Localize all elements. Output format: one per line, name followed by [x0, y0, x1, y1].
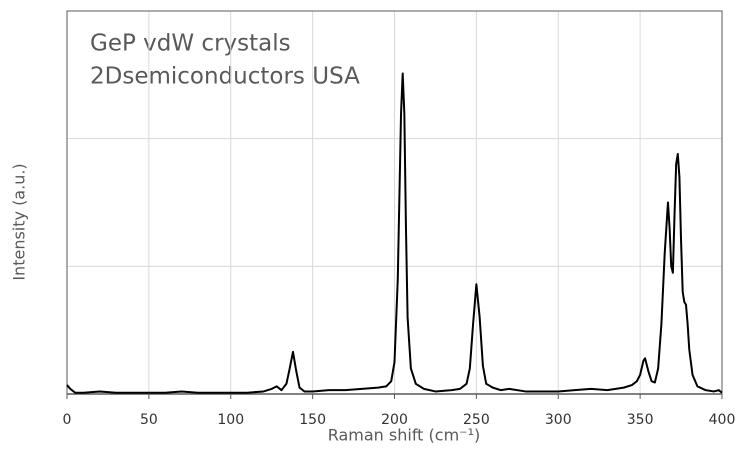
x-tick-label: 100	[217, 412, 244, 428]
x-tick-label: 350	[627, 412, 654, 428]
x-tick-label: 150	[299, 412, 326, 428]
x-tick-label: 400	[709, 412, 736, 428]
x-axis-label: Raman shift (cm⁻¹)	[328, 426, 481, 445]
x-tick-label: 250	[463, 412, 490, 428]
x-tick-label: 200	[381, 412, 408, 428]
x-tick-label: 0	[63, 412, 72, 428]
x-tick-label: 50	[140, 412, 158, 428]
annotation: GeP vdW crystals	[90, 31, 291, 57]
x-tick-label: 300	[545, 412, 572, 428]
annotation: 2Dsemiconductors USA	[90, 64, 360, 90]
y-axis-label: Intensity (a.u.)	[10, 163, 29, 280]
